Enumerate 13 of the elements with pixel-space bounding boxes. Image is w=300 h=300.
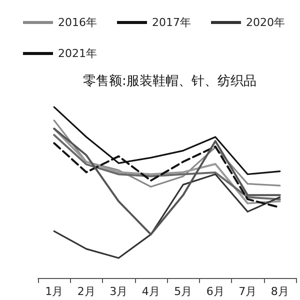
x-tick-label: 2月 [77, 285, 96, 298]
x-tick-label: 5月 [174, 285, 192, 298]
legend-label: 2021年 [58, 47, 97, 60]
x-tick-label: 8月 [270, 285, 289, 298]
legend-label: 2017年 [152, 16, 191, 29]
x-tick-label: 4月 [142, 285, 160, 298]
x-tick-label: 1月 [45, 285, 64, 298]
x-tick-label: 7月 [238, 285, 257, 298]
x-tick-label: 3月 [110, 285, 128, 298]
chart-title: 零售额:服装鞋帽、针、纺织品 [83, 74, 256, 89]
legend-label: 2016年 [58, 16, 97, 29]
legend-label: 2020年 [246, 16, 285, 29]
x-tick-label: 6月 [206, 285, 224, 298]
